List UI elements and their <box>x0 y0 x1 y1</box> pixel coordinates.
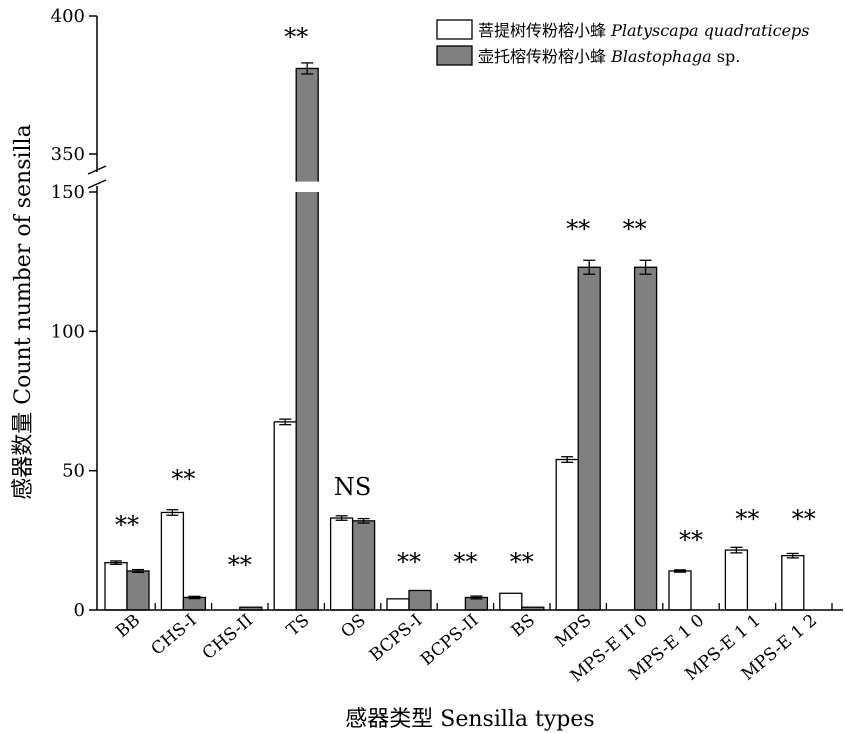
bar-2-0 <box>126 570 150 611</box>
y-tick-label: 350 <box>51 144 85 165</box>
significance-label: ** <box>566 215 590 243</box>
x-tick-label: CHS-I <box>147 611 200 660</box>
significance-label: ** <box>792 505 816 533</box>
significance-label: ** <box>623 215 647 243</box>
bar-2-8 <box>577 266 601 611</box>
x-tick-label: TS <box>283 611 313 641</box>
significance-label: ** <box>510 548 534 576</box>
x-tick-label: BCPS-I <box>366 611 426 666</box>
significance-label: ** <box>453 548 477 576</box>
bar-1-10 <box>668 570 692 611</box>
y-tick-label: 150 <box>51 182 85 203</box>
y-tick-label: 50 <box>62 461 85 482</box>
bar-1-3 <box>273 421 297 611</box>
legend-label-series-2-suffix: sp. <box>712 47 741 66</box>
x-tick-label: BCPS-II <box>417 611 482 670</box>
x-tick-label: CHS-II <box>199 611 257 664</box>
y-axis: 0 50 100 150 350 400 <box>51 6 107 621</box>
significance-label: ** <box>397 548 421 576</box>
legend: 菩提树传粉榕小蜂 Platyscapa quadraticeps 壶托榕传粉榕小… <box>436 19 810 66</box>
bar-2-3 <box>295 67 319 611</box>
legend-label-series-2-italic: Blastophaga <box>610 47 712 66</box>
bar-1-12 <box>781 555 805 611</box>
y-tick-label: 100 <box>51 321 85 342</box>
bar-2-9 <box>633 266 658 611</box>
axis-break-mark <box>87 179 107 189</box>
legend-label-series-2: 壶托榕传粉榕小蜂 Blastophaga sp. <box>478 47 740 66</box>
significance-label: ** <box>171 465 195 493</box>
legend-swatch-series-1 <box>436 19 473 40</box>
legend-label-series-1-italic: Platyscapa quadraticeps <box>610 21 809 40</box>
bar-2-4 <box>351 520 376 611</box>
bar-1-0 <box>104 561 128 611</box>
bar-break-gap <box>294 181 321 192</box>
bar-1-4 <box>329 517 354 611</box>
bar-1-7 <box>499 592 523 611</box>
x-tick-label: BS <box>508 611 539 642</box>
significance-label: ** <box>284 23 308 51</box>
significance-label: ** <box>735 505 759 533</box>
legend-label-series-1-plain: 菩提树传粉榕小蜂 <box>478 21 611 40</box>
bar-1-8 <box>555 458 579 611</box>
axis-break-mark <box>87 165 107 175</box>
legend-swatch-series-2 <box>436 45 473 66</box>
y-axis-title: 感器数量 Count number of sensilla <box>11 124 36 499</box>
x-tick-label: MPS <box>552 611 596 652</box>
legend-label-series-1: 菩提树传粉榕小蜂 Platyscapa quadraticeps <box>478 21 810 40</box>
significance-labels: ** ** ** ** NS ** ** ** ** ** ** ** ** <box>115 23 816 579</box>
bar-2-5 <box>408 589 432 611</box>
bar-1-11 <box>724 549 749 611</box>
significance-label: ** <box>115 511 139 539</box>
x-axis-title: 感器类型 Sensilla types <box>345 707 594 732</box>
bar-1-1 <box>160 511 185 611</box>
x-tick-label: OS <box>337 611 369 643</box>
significance-label: NS <box>334 473 371 501</box>
error-bars <box>110 62 799 600</box>
bar-2-1 <box>182 596 207 611</box>
significance-label: ** <box>679 526 703 554</box>
bar-1-5 <box>386 598 410 611</box>
x-tick-label: BB <box>112 611 144 642</box>
bars <box>104 67 805 611</box>
y-tick-label: 0 <box>74 600 85 621</box>
significance-label: ** <box>228 551 252 579</box>
legend-label-series-2-plain: 壶托榕传粉榕小蜂 <box>478 47 611 66</box>
y-tick-label: 400 <box>51 6 85 27</box>
